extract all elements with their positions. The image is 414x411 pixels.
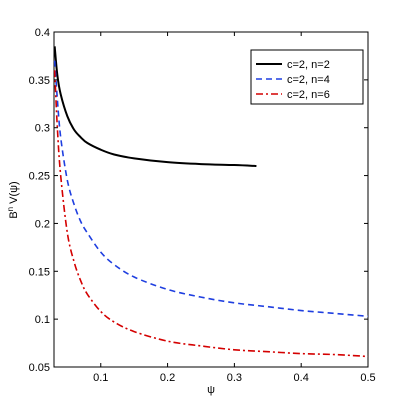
x-tick-label: 0.1 (93, 372, 108, 384)
x-axis-label: ψ (207, 384, 215, 396)
x-tick-label: 0.2 (160, 372, 175, 384)
y-axis-label-main: B (8, 211, 20, 218)
x-tick-label: 0.5 (360, 372, 375, 384)
legend-label-0: c=2, n=2 (287, 59, 330, 71)
y-axis-label-tail: V(ψ) (8, 181, 20, 207)
y-axis-label: Bn V(ψ) (6, 181, 20, 218)
y-axis-label-sup: n (6, 207, 15, 211)
y-tick-label: 0.05 (29, 362, 50, 374)
series-lines (53, 46, 369, 358)
legend: c=2, n=2 c=2, n=4 c=2, n=6 (250, 49, 364, 105)
y-tick-label: 0.25 (29, 171, 50, 183)
series-line-0 (53, 46, 257, 167)
legend-label-1: c=2, n=4 (287, 74, 330, 86)
y-axis-ticks: 0.05 0.1 0.15 0.2 0.25 0.3 0.35 0.4 (29, 27, 368, 374)
y-tick-label: 0.35 (29, 75, 50, 87)
series-line-2 (53, 70, 369, 358)
x-tick-label: 0.4 (294, 372, 309, 384)
legend-box (250, 49, 364, 105)
y-tick-label: 0.15 (29, 266, 50, 278)
legend-label-2: c=2, n=6 (287, 89, 330, 101)
y-tick-label: 0.2 (35, 218, 50, 230)
x-axis-ticks: 0.1 0.2 0.3 0.4 0.5 (93, 32, 376, 384)
y-tick-label: 0.4 (35, 27, 50, 39)
y-tick-label: 0.1 (35, 314, 50, 326)
y-tick-label: 0.3 (35, 123, 50, 135)
x-tick-label: 0.3 (227, 372, 242, 384)
